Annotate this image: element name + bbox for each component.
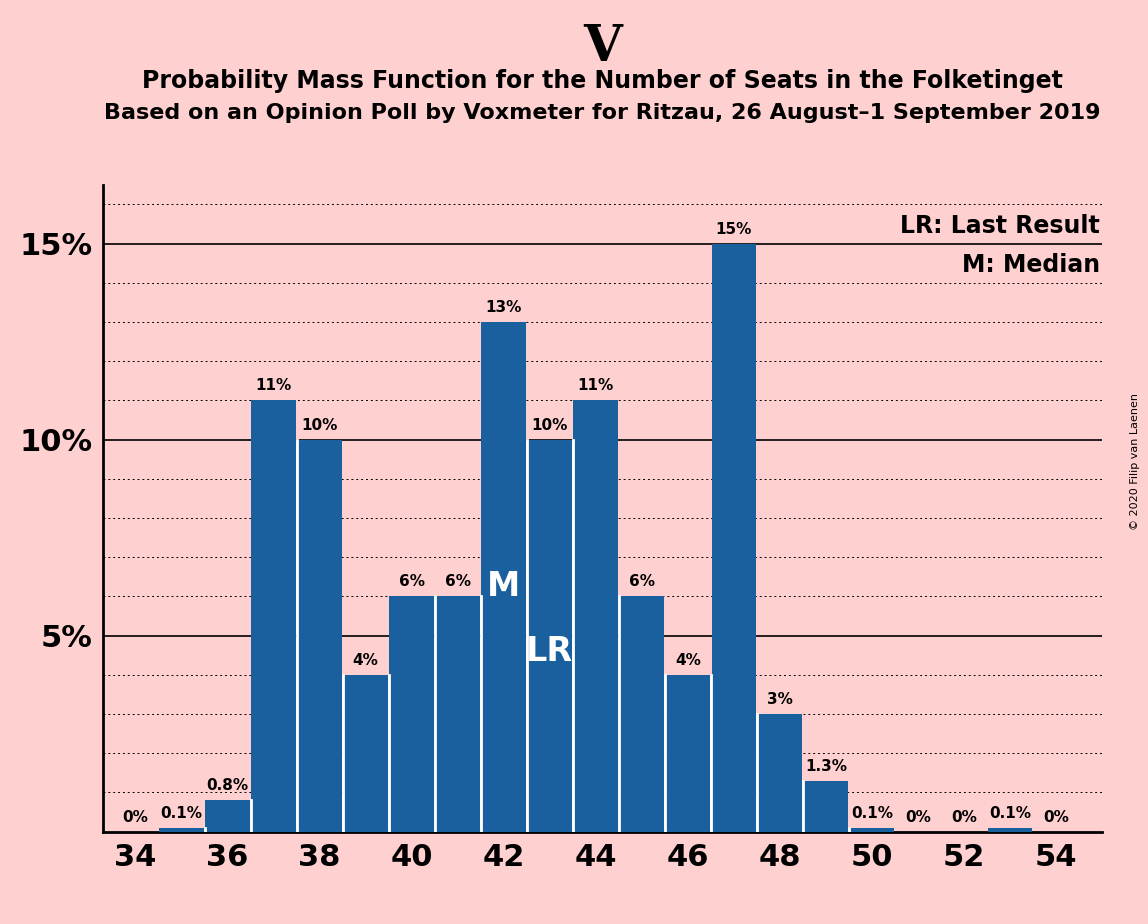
Bar [758,714,802,832]
Bar [574,400,618,832]
Text: 0%: 0% [1044,809,1069,824]
Text: 13%: 13% [486,300,522,315]
Bar [481,322,526,832]
Bar [804,781,848,832]
Text: © 2020 Filip van Laenen: © 2020 Filip van Laenen [1130,394,1140,530]
Text: 0.1%: 0.1% [990,806,1031,821]
Text: 0.8%: 0.8% [207,778,249,793]
Bar [205,800,250,832]
Text: 4%: 4% [675,652,700,668]
Bar [527,440,572,832]
Text: 0%: 0% [951,809,977,824]
Text: M: Median: M: Median [962,252,1100,276]
Text: 10%: 10% [532,418,568,432]
Bar [435,596,480,832]
Text: 11%: 11% [577,378,614,394]
Text: 6%: 6% [629,575,654,590]
Bar [666,675,711,832]
Text: 0.1%: 0.1% [161,806,202,821]
Bar [987,828,1032,832]
Text: Based on an Opinion Poll by Voxmeter for Ritzau, 26 August–1 September 2019: Based on an Opinion Poll by Voxmeter for… [104,103,1101,124]
Text: 0%: 0% [905,809,931,824]
Bar [850,828,894,832]
Bar [251,400,296,832]
Text: M: M [487,570,520,603]
Text: 6%: 6% [444,575,471,590]
Bar [712,244,757,832]
Text: 3%: 3% [767,692,793,707]
Text: 1.3%: 1.3% [805,759,847,773]
Bar [297,440,342,832]
Text: 0.1%: 0.1% [851,806,893,821]
Text: 6%: 6% [398,575,425,590]
Text: Probability Mass Function for the Number of Seats in the Folketinget: Probability Mass Function for the Number… [142,69,1063,93]
Text: 15%: 15% [715,222,752,237]
Text: LR: Last Result: LR: Last Result [900,213,1100,237]
Text: 10%: 10% [302,418,338,432]
Bar [160,828,204,832]
Bar [389,596,434,832]
Bar [620,596,665,832]
Bar [343,675,388,832]
Text: V: V [583,23,622,72]
Text: 11%: 11% [256,378,292,394]
Text: 4%: 4% [352,652,379,668]
Text: 0%: 0% [123,809,148,824]
Text: LR: LR [526,635,573,668]
